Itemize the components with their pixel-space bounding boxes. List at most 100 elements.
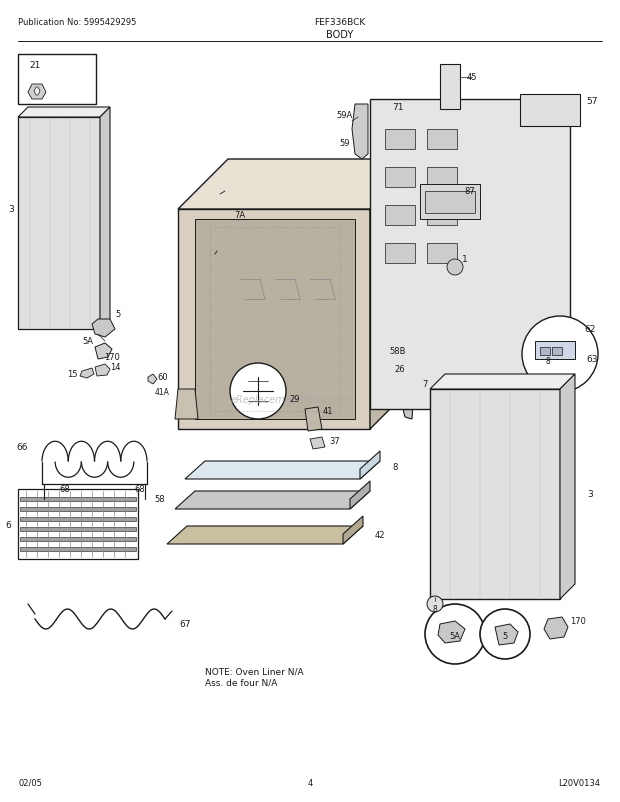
Text: 41A: 41A — [154, 388, 169, 397]
Bar — [540, 347, 550, 355]
Circle shape — [230, 363, 286, 419]
Bar — [20, 547, 136, 551]
Polygon shape — [178, 160, 420, 210]
Text: 58: 58 — [154, 495, 166, 504]
Polygon shape — [18, 118, 100, 330]
Text: Publication No: 5995429295: Publication No: 5995429295 — [18, 18, 136, 27]
Bar — [385, 244, 415, 264]
Bar — [385, 168, 415, 188]
Bar — [18, 55, 96, 105]
Bar — [18, 489, 138, 559]
Bar — [427, 244, 457, 264]
Text: eReplacementParts.com: eReplacementParts.com — [230, 395, 350, 404]
Text: 5: 5 — [115, 310, 121, 319]
Circle shape — [480, 610, 530, 659]
Circle shape — [427, 596, 443, 612]
Bar — [425, 192, 475, 214]
Polygon shape — [100, 107, 110, 330]
Text: L20V0134: L20V0134 — [558, 778, 600, 787]
Text: 15: 15 — [67, 370, 78, 379]
Polygon shape — [95, 365, 110, 376]
Polygon shape — [148, 375, 157, 384]
Bar — [370, 100, 570, 410]
Text: 60: 60 — [157, 373, 168, 382]
Polygon shape — [438, 622, 465, 643]
Text: 21: 21 — [29, 60, 41, 70]
Bar — [427, 206, 457, 225]
Polygon shape — [80, 369, 94, 379]
Text: 37: 37 — [330, 437, 340, 446]
Bar — [20, 537, 136, 541]
Polygon shape — [215, 195, 228, 255]
Polygon shape — [403, 370, 415, 419]
Bar — [385, 206, 415, 225]
Polygon shape — [360, 452, 380, 480]
Bar — [20, 497, 136, 501]
Polygon shape — [560, 375, 575, 599]
Polygon shape — [352, 105, 368, 160]
Polygon shape — [370, 160, 420, 429]
Text: 26: 26 — [395, 365, 405, 374]
Text: 02/05: 02/05 — [18, 778, 42, 787]
Polygon shape — [544, 618, 568, 639]
Text: 67: 67 — [179, 620, 191, 629]
Text: 87: 87 — [464, 187, 476, 196]
Text: 8: 8 — [546, 357, 551, 366]
Bar — [20, 508, 136, 512]
Text: 170: 170 — [104, 353, 120, 362]
Polygon shape — [430, 390, 560, 599]
Bar — [385, 130, 415, 150]
Polygon shape — [495, 624, 518, 645]
Text: 41: 41 — [323, 407, 333, 416]
Bar — [427, 130, 457, 150]
Polygon shape — [310, 437, 325, 449]
Polygon shape — [175, 492, 370, 509]
Text: 45: 45 — [467, 74, 477, 83]
Text: 62: 62 — [584, 325, 596, 334]
Text: 3: 3 — [8, 205, 14, 214]
Circle shape — [522, 317, 598, 392]
Polygon shape — [34, 88, 40, 96]
Text: 68: 68 — [60, 485, 71, 494]
Polygon shape — [178, 210, 370, 429]
Text: 1: 1 — [462, 255, 468, 264]
Polygon shape — [382, 367, 396, 383]
Text: 68: 68 — [135, 485, 145, 494]
Bar — [535, 342, 575, 359]
Polygon shape — [305, 407, 322, 431]
Polygon shape — [28, 85, 46, 100]
Polygon shape — [95, 343, 112, 359]
Text: 5A: 5A — [450, 632, 461, 641]
Polygon shape — [167, 526, 363, 545]
Text: BODY: BODY — [326, 30, 353, 40]
Text: 4: 4 — [308, 778, 312, 787]
Text: FEF336BCK: FEF336BCK — [314, 18, 366, 27]
Text: 59: 59 — [340, 138, 350, 148]
Polygon shape — [195, 220, 355, 419]
Circle shape — [425, 604, 485, 664]
Circle shape — [447, 260, 463, 276]
Text: 29: 29 — [290, 395, 300, 404]
Text: 6: 6 — [5, 520, 11, 529]
Text: 7: 7 — [422, 380, 428, 389]
Bar — [427, 168, 457, 188]
Text: 5A: 5A — [82, 337, 94, 346]
Polygon shape — [175, 390, 198, 419]
Text: 63: 63 — [587, 355, 598, 364]
Text: NOTE: Oven Liner N/A
Ass. de four N/A: NOTE: Oven Liner N/A Ass. de four N/A — [205, 667, 304, 687]
Polygon shape — [350, 481, 370, 509]
Polygon shape — [343, 516, 363, 545]
Text: 66: 66 — [16, 443, 28, 452]
Text: 8: 8 — [433, 605, 437, 614]
Bar — [20, 528, 136, 532]
Text: 170: 170 — [570, 617, 586, 626]
Polygon shape — [185, 461, 380, 480]
Bar — [520, 95, 580, 127]
Text: 58B: 58B — [390, 347, 406, 356]
Polygon shape — [18, 107, 110, 118]
Text: 8: 8 — [392, 463, 397, 472]
Text: 71: 71 — [392, 103, 404, 112]
Text: 57: 57 — [587, 97, 598, 107]
Polygon shape — [430, 375, 575, 390]
Text: 7A: 7A — [234, 210, 246, 219]
